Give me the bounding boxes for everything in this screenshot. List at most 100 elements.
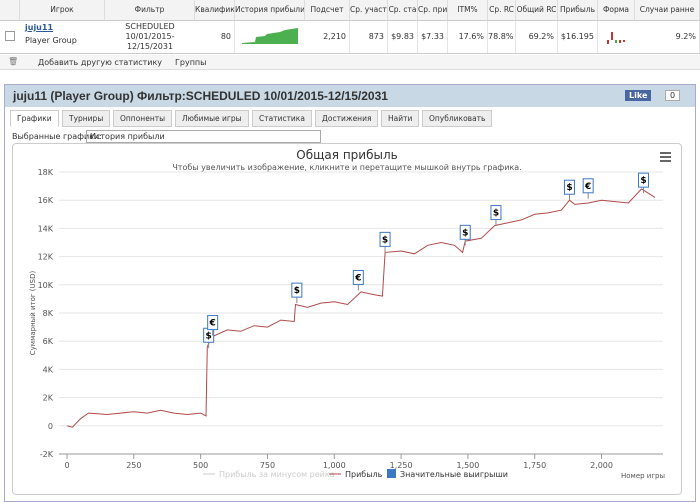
header-cell: Ср. участни [350,0,388,21]
like-count: 0 [665,90,681,101]
stats-table: Игрок Фильтр Квалифик История прибыли Подсче… [0,0,700,54]
flag-label: € [584,182,591,192]
player-name[interactable]: juju11 [25,23,54,32]
flag-label: $ [566,183,572,193]
sparkline [242,28,298,44]
icon[interactable]: 🗑 [8,57,19,66]
flag [352,269,364,285]
x-tick-label: 1,500 [456,461,479,470]
add-stat[interactable]: Добавить другую статистику [38,58,163,67]
header-cell: Фильтр [105,0,195,21]
select-label: Выбранные графики: [12,132,102,141]
flag-label: $ [294,286,300,296]
y-tick-label: 14K [38,224,54,233]
header-cell: Ср. RC [488,0,516,21]
x-tick-label: 250 [126,461,141,470]
header-cell: Прибыль [558,0,598,21]
cell: $16.195 [558,21,598,53]
flag-label: $ [382,235,388,245]
tab[interactable]: Достижения [315,110,379,127]
x-tick-label: 1,000 [323,461,346,470]
header-cell [0,0,20,21]
form-bars [607,32,625,44]
x-tick-label: 500 [193,461,208,470]
y-axis-label: Суммарный итог (USD) [29,271,37,356]
tab[interactable]: Оппоненты [113,110,173,127]
like-button[interactable]: Like [625,90,652,101]
x-tick-label: 1,250 [390,461,413,470]
flag-label: $ [206,331,212,341]
cell: 17.6% [448,21,488,53]
filter-text: SCHEDULED [125,22,175,31]
filter-text: 12/15/2031 [126,42,174,51]
line-series [66,188,656,428]
y-tick-label: 2K [43,394,54,403]
x-tick-label: 1,750 [523,461,546,470]
select[interactable]: История прибыли [86,130,321,143]
cell: 873 [350,21,388,53]
x-axis-label: Номер игры [621,472,665,480]
cell: 2,210 [305,21,350,53]
x-tick-label: 0 [64,461,69,470]
legend-label: Прибыль за минусом рейка [219,470,335,479]
y-tick-label: 12K [38,253,54,262]
flag-label: $ [640,176,646,186]
tab[interactable]: Турниры [62,110,111,127]
header-cell: Форма [598,0,635,21]
chart-subtitle: Чтобы увеличить изображение, кликните и … [172,163,521,172]
player-group: Player Group [25,36,77,45]
y-tick-label: 18K [38,168,54,177]
flag [459,224,471,240]
header-cell: Случаи ранне [635,0,700,21]
tab[interactable]: Опубликовать [422,110,493,127]
menu-icon[interactable] [660,152,671,162]
header-cell: История прибыли [235,0,305,21]
cell: 80 [195,21,235,53]
panel [4,84,696,502]
x-tick-label: 2,000 [590,461,613,470]
header-cell: Общий RC [516,0,558,21]
legend-swatch [387,469,396,478]
flag-label: € [209,319,216,329]
flag [207,315,219,331]
cell: $9.83 [388,21,418,53]
checkbox[interactable] [5,31,15,41]
header-cell: Квалифик [195,0,235,21]
header-cell: Ср. ста [388,0,418,21]
y-tick-label: 4K [43,365,54,374]
legend-label: Прибыль [345,470,383,479]
chart-title: Общая прибыль [296,148,397,162]
cell: 78.8% [488,21,516,53]
flag-label: € [354,273,361,283]
y-tick-label: 6K [43,337,54,346]
panel-title: juju11 (Player Group) Фильтр:SCHEDULED 1… [13,89,388,103]
flag-label: $ [462,228,468,238]
tab[interactable]: Графики [10,110,59,127]
flag [490,205,502,221]
tab[interactable]: Статистика [252,110,312,127]
header-cell: ITM% [448,0,488,21]
y-tick-label: 16K [38,196,54,205]
groups[interactable]: Группы [175,58,207,67]
flag-label: $ [493,209,499,219]
cell: 69.2% [516,21,558,53]
header-cell: Подсчет [305,0,350,21]
flag [291,282,303,298]
cell: 9.2% [635,21,700,53]
y-tick-label: 8K [43,309,54,318]
y-tick-label: 10K [38,281,54,290]
tab[interactable]: Найти [381,110,420,127]
cell: $7.33 [418,21,448,53]
filter-text: 10/01/2015- [125,32,175,41]
flag [379,231,391,247]
header-cell: Ср. при [418,0,448,21]
y-tick-label: -2K [40,450,54,459]
x-tick-label: 750 [260,461,275,470]
tab[interactable]: Любимые игры [175,110,249,127]
header-cell: Игрок [20,0,105,21]
flag [563,179,575,195]
flag [637,172,649,188]
panel-header: juju11 (Player Group) Фильтр:SCHEDULED 1… [5,85,695,107]
